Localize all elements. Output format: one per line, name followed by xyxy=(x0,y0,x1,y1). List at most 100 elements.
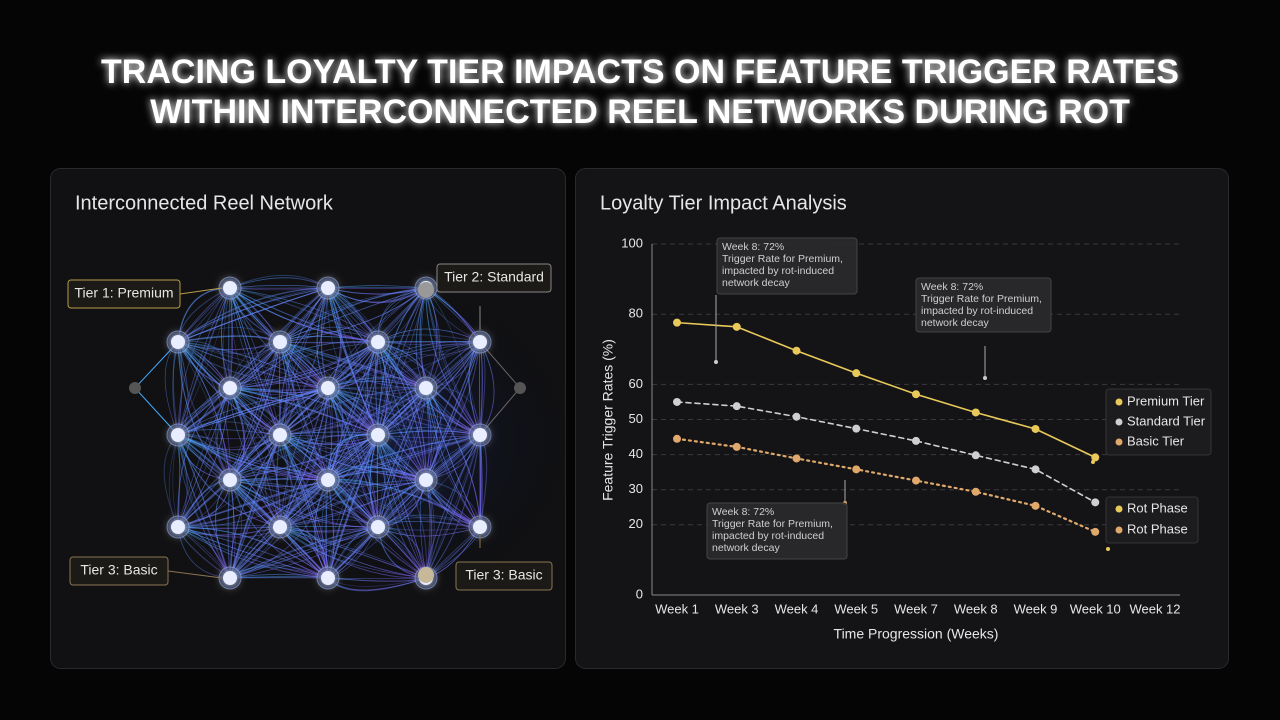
edge xyxy=(377,387,427,528)
edge xyxy=(177,387,329,436)
data-point xyxy=(673,397,681,406)
edge xyxy=(177,387,231,528)
legend-swatch xyxy=(1115,438,1123,446)
edge xyxy=(229,434,281,579)
edge xyxy=(279,434,379,528)
x-tick-label: Week 1 xyxy=(655,601,699,616)
annotation-text: impacted by rot-induced xyxy=(712,530,824,542)
edge xyxy=(177,387,329,436)
edge xyxy=(177,479,329,528)
edge xyxy=(229,387,281,528)
edge xyxy=(327,341,481,389)
edge xyxy=(177,526,329,579)
node xyxy=(473,520,487,534)
legend-box xyxy=(1105,496,1199,544)
edge xyxy=(177,387,231,528)
annotation-box xyxy=(915,277,1052,333)
annotation-box xyxy=(706,502,848,560)
data-point xyxy=(732,402,741,411)
edge xyxy=(327,434,481,481)
node xyxy=(223,473,237,487)
data-point xyxy=(912,390,920,399)
edge xyxy=(279,479,427,528)
node xyxy=(223,571,237,585)
y-tick-label: 40 xyxy=(629,446,643,461)
edge xyxy=(177,341,329,389)
legend-label: Rot Phase xyxy=(1127,521,1188,536)
edge xyxy=(177,341,329,389)
edge xyxy=(177,434,231,579)
x-tick-label: Week 3 xyxy=(715,601,759,616)
annotation-text: Trigger Rate for Premium, xyxy=(712,518,833,530)
x-tick-label: Week 9 xyxy=(1014,601,1058,616)
panel-title: Interconnected Reel Network xyxy=(75,192,334,214)
edge xyxy=(279,387,329,528)
node xyxy=(171,520,185,534)
annotation-text: network decay xyxy=(921,317,989,329)
edge xyxy=(177,434,231,579)
data-point xyxy=(971,487,980,496)
legend-box xyxy=(1105,388,1212,456)
node xyxy=(473,335,487,349)
title: TRACING LOYALTY TIER IMPACTS ON FEATURE … xyxy=(101,53,1179,131)
annotation-text: impacted by rot-induced xyxy=(921,305,1033,317)
edge xyxy=(279,526,427,579)
node xyxy=(171,335,185,349)
marker-dot xyxy=(1106,547,1110,551)
node xyxy=(273,428,287,442)
edge xyxy=(229,479,379,528)
x-tick-label: Week 4 xyxy=(775,601,819,616)
edge xyxy=(177,287,329,343)
node xyxy=(171,428,185,442)
edge xyxy=(377,341,427,481)
edge xyxy=(425,287,481,436)
legend-label: Premium Tier xyxy=(1127,393,1205,408)
node xyxy=(473,428,487,442)
edge xyxy=(327,387,379,528)
node xyxy=(273,520,287,534)
data-point xyxy=(912,476,920,485)
edge xyxy=(279,287,427,343)
node xyxy=(321,571,335,585)
tier-label-box xyxy=(67,279,181,309)
edge xyxy=(425,387,481,528)
tier-label-box xyxy=(455,561,553,591)
data-point xyxy=(792,346,801,355)
edge xyxy=(229,526,379,579)
edge xyxy=(279,287,427,343)
edge xyxy=(177,341,231,481)
annotation-text: Trigger Rate for Premium, xyxy=(921,293,1042,305)
y-tick-label: 50 xyxy=(629,411,643,426)
edge xyxy=(425,287,481,436)
edge xyxy=(279,287,329,436)
data-point xyxy=(1091,498,1100,507)
node xyxy=(371,335,385,349)
node xyxy=(223,381,237,395)
data-point xyxy=(732,442,741,451)
edge xyxy=(279,387,427,436)
legend-swatch xyxy=(1115,418,1123,426)
edge xyxy=(177,387,231,528)
y-tick-label: 30 xyxy=(629,481,643,496)
marker-dot xyxy=(1091,460,1095,464)
edge xyxy=(177,341,329,389)
legend-label: Rot Phase xyxy=(1127,500,1188,515)
annotation-text: Week 8: 72% xyxy=(722,241,784,253)
series-line xyxy=(675,437,1097,533)
edge xyxy=(229,387,329,481)
node xyxy=(419,381,433,395)
y-tick-label: 0 xyxy=(636,586,643,601)
node xyxy=(321,281,335,295)
y-tick-label: 80 xyxy=(629,306,643,321)
edge xyxy=(327,434,481,481)
edge xyxy=(279,526,427,579)
x-tick-label: Week 5 xyxy=(834,601,878,616)
edge xyxy=(279,526,427,579)
node xyxy=(223,281,237,295)
data-point xyxy=(673,434,681,443)
edge xyxy=(327,387,379,528)
chart: 0 20 30 40 50 60 80 100 Week 1 Week 3 Week 4 Week 5… xyxy=(600,235,1212,642)
edge xyxy=(229,433,379,481)
data-point xyxy=(971,451,980,460)
edge xyxy=(229,287,379,343)
